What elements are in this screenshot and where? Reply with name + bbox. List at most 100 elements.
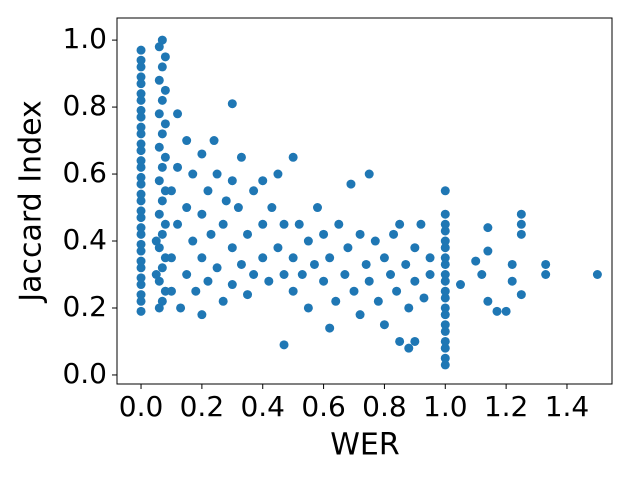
point xyxy=(440,353,450,363)
point xyxy=(440,259,450,269)
point xyxy=(279,219,289,229)
point xyxy=(279,270,289,280)
point xyxy=(227,243,237,253)
point xyxy=(182,136,192,146)
point xyxy=(218,219,228,229)
point xyxy=(221,196,231,206)
y-tick-label: 1.0 xyxy=(62,22,107,55)
point xyxy=(325,253,335,263)
point xyxy=(154,75,164,85)
point xyxy=(243,229,253,239)
point xyxy=(516,219,526,229)
x-tick-label: 1.2 xyxy=(484,390,529,423)
point xyxy=(157,129,167,139)
point xyxy=(136,239,146,249)
point xyxy=(249,270,259,280)
point xyxy=(160,152,170,162)
point xyxy=(404,303,414,313)
point xyxy=(182,203,192,213)
point xyxy=(361,259,371,269)
point xyxy=(136,95,146,105)
point xyxy=(136,223,146,233)
point xyxy=(325,323,335,333)
point xyxy=(233,203,243,213)
point xyxy=(157,35,167,45)
y-tick-label: 0.2 xyxy=(62,290,107,323)
point xyxy=(440,253,450,263)
point xyxy=(203,186,213,196)
point xyxy=(355,310,365,320)
point xyxy=(364,276,374,286)
point xyxy=(154,142,164,152)
point xyxy=(157,263,167,273)
point xyxy=(483,223,493,233)
point xyxy=(166,253,176,263)
point xyxy=(243,290,253,300)
point xyxy=(541,270,551,280)
point xyxy=(349,286,359,296)
point xyxy=(312,203,322,213)
point xyxy=(288,253,298,263)
point xyxy=(154,42,164,52)
point xyxy=(541,259,551,269)
point xyxy=(176,303,186,313)
point xyxy=(136,213,146,223)
point xyxy=(288,286,298,296)
point xyxy=(440,243,450,253)
point xyxy=(154,303,164,313)
point xyxy=(401,259,411,269)
point xyxy=(389,229,399,239)
point xyxy=(197,310,207,320)
point xyxy=(236,259,246,269)
point xyxy=(331,296,341,306)
point xyxy=(151,236,161,246)
point xyxy=(303,236,313,246)
x-axis-label: WER xyxy=(330,428,399,463)
point xyxy=(136,179,146,189)
point xyxy=(303,303,313,313)
point xyxy=(440,186,450,196)
point xyxy=(507,259,517,269)
point xyxy=(258,176,268,186)
point xyxy=(516,290,526,300)
point xyxy=(455,280,465,290)
point xyxy=(386,270,396,280)
point xyxy=(154,176,164,186)
point xyxy=(136,156,146,166)
y-tick-label: 0.0 xyxy=(62,357,107,390)
point xyxy=(209,136,219,146)
point xyxy=(136,273,146,283)
point xyxy=(440,336,450,346)
point xyxy=(258,219,268,229)
point xyxy=(297,270,307,280)
point xyxy=(160,119,170,129)
point xyxy=(319,229,329,239)
point xyxy=(197,253,207,263)
y-tick-label: 0.8 xyxy=(62,89,107,122)
point xyxy=(294,219,304,229)
point xyxy=(258,253,268,263)
point xyxy=(154,109,164,119)
point xyxy=(227,280,237,290)
point xyxy=(188,169,198,179)
x-tick-label: 1.0 xyxy=(423,390,468,423)
y-tick-label: 0.6 xyxy=(62,156,107,189)
point xyxy=(319,276,329,286)
point xyxy=(136,306,146,316)
point xyxy=(227,176,237,186)
point xyxy=(160,52,170,62)
point xyxy=(440,219,450,229)
point xyxy=(136,189,146,199)
point xyxy=(227,99,237,109)
point xyxy=(136,280,146,290)
point xyxy=(392,286,402,296)
point xyxy=(154,209,164,219)
point xyxy=(410,276,420,286)
point xyxy=(136,139,146,149)
point xyxy=(154,276,164,286)
point xyxy=(157,229,167,239)
point xyxy=(197,209,207,219)
x-tick-label: 0.0 xyxy=(119,390,164,423)
point xyxy=(410,336,420,346)
